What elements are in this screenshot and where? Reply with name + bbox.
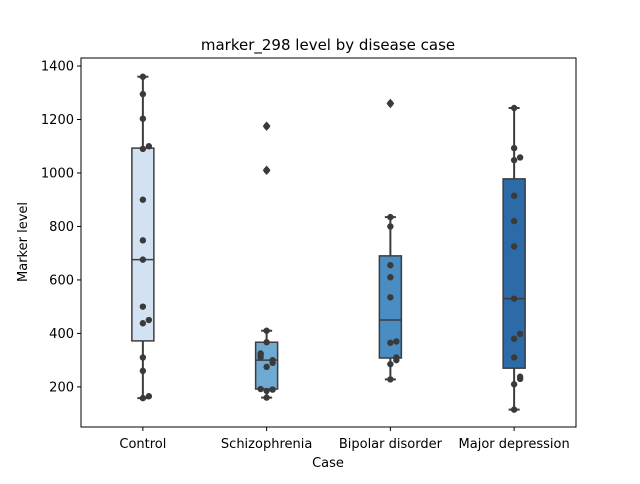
data-point <box>510 295 518 302</box>
data-point <box>257 350 264 357</box>
data-point <box>387 294 394 301</box>
data-point <box>387 339 394 346</box>
y-tick-label: 600 <box>49 273 74 288</box>
data-point <box>263 339 270 346</box>
data-point <box>139 303 147 310</box>
data-point <box>516 373 524 380</box>
data-point <box>269 356 276 364</box>
data-point <box>263 122 270 130</box>
data-point <box>139 145 147 153</box>
data-point <box>145 316 153 324</box>
data-point <box>387 360 394 368</box>
y-tick-label: 1400 <box>41 60 74 75</box>
y-tick-label: 1000 <box>41 166 74 181</box>
data-point <box>263 167 270 174</box>
x-tick-label: Schizophrenia <box>221 437 312 452</box>
y-tick-label: 1200 <box>41 113 74 128</box>
data-point <box>269 386 276 393</box>
data-point <box>393 338 400 345</box>
box <box>502 178 526 369</box>
data-point <box>139 256 147 263</box>
data-point <box>387 213 394 221</box>
y-axis-label: Marker level <box>16 202 31 282</box>
data-point <box>387 376 394 383</box>
data-point <box>257 385 264 393</box>
data-point <box>510 192 518 199</box>
data-point <box>516 330 524 338</box>
data-point <box>387 262 394 269</box>
data-point <box>393 354 400 361</box>
data-point <box>510 104 518 112</box>
data-point <box>139 115 147 122</box>
plot-area: 200 400 600 800 1000 1200 1400 Control Schizophr… <box>41 60 570 452</box>
data-point <box>516 154 524 161</box>
data-point <box>387 274 394 281</box>
data-point <box>139 367 147 375</box>
data-point <box>139 90 147 98</box>
axes-frame <box>80 57 577 428</box>
data-point <box>510 144 518 152</box>
chart-title: marker_298 level by disease case <box>201 36 455 55</box>
data-point <box>510 156 518 164</box>
data-point <box>139 354 147 361</box>
x-axis-label: Case <box>312 456 344 471</box>
box <box>378 255 403 359</box>
data-point <box>263 387 270 395</box>
data-point <box>510 354 518 361</box>
data-point <box>139 73 147 80</box>
data-point <box>510 217 518 225</box>
y-tick-label: 400 <box>49 327 74 342</box>
data-point <box>510 406 518 413</box>
x-tick-label: Bipolar disorder <box>339 437 443 452</box>
data-point <box>145 143 153 150</box>
data-point <box>263 363 270 371</box>
data-point <box>139 196 147 203</box>
x-tick-label: Control <box>119 437 166 452</box>
y-tick-label: 200 <box>49 380 74 395</box>
data-point <box>139 394 147 402</box>
y-tick-label: 800 <box>49 220 74 235</box>
data-point <box>263 394 270 401</box>
data-point <box>510 243 518 250</box>
data-point <box>139 237 147 244</box>
data-point <box>263 327 270 334</box>
data-point <box>139 320 147 327</box>
data-point <box>510 381 518 388</box>
data-point <box>510 335 518 342</box>
box <box>131 147 155 342</box>
data-point <box>387 223 394 230</box>
data-point <box>387 100 394 107</box>
x-tick-label: Major depression <box>459 437 570 452</box>
data-point <box>145 393 153 400</box>
